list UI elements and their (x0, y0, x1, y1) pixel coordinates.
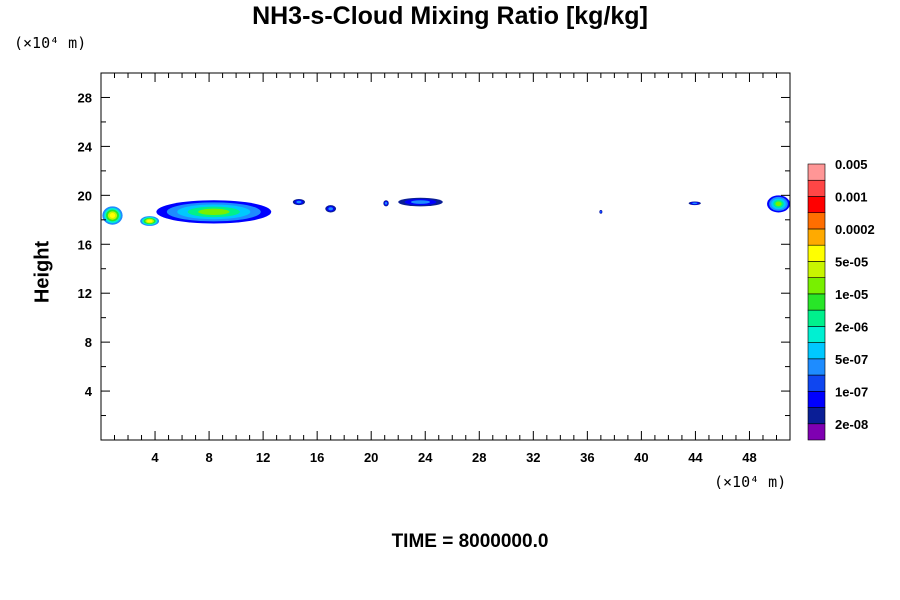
x-tick-label-44: 44 (688, 450, 703, 465)
colorbar-swatch-14 (807, 196, 826, 214)
colorbar-swatch-4 (807, 358, 826, 376)
colorbar-label-7: 0.001 (835, 189, 868, 204)
colorbar-label-5: 5e-05 (835, 254, 868, 269)
colorbar-label-3: 2e-06 (835, 319, 868, 334)
x-tick-label-16: 16 (310, 450, 324, 465)
plot-frame (100, 72, 791, 441)
x-unit-label: (×10⁴ m) (714, 473, 787, 491)
colorbar-swatch-1 (807, 407, 826, 425)
colorbar-swatch-16 (807, 163, 826, 181)
colorbar-label-6: 0.0002 (835, 222, 875, 237)
colorbar-label-0: 2e-08 (835, 417, 868, 432)
y-tick-label-12: 12 (78, 286, 92, 301)
y-tick-label-28: 28 (78, 90, 92, 105)
colorbar-swatch-3 (807, 374, 826, 392)
y-tick-label-16: 16 (78, 237, 92, 252)
time-label: TIME = 8000000.0 (391, 531, 549, 552)
y-tick-label-8: 8 (85, 335, 92, 350)
cloud-region-4-layer-2 (328, 207, 333, 211)
colorbar-swatch-11 (807, 244, 826, 262)
colorbar-swatch-8 (807, 293, 826, 311)
cloud-region-9-layer-2 (600, 211, 602, 213)
colorbar-swatch-6 (807, 326, 826, 343)
cloud-region-2-layer-4 (198, 208, 230, 216)
x-tick-label-20: 20 (364, 450, 378, 465)
x-tick-label-28: 28 (472, 450, 486, 465)
x-tick-label-24: 24 (418, 450, 433, 465)
colorbar-label-2: 5e-07 (835, 352, 868, 367)
colorbar-swatch-15 (807, 179, 826, 197)
y-tick-label-4: 4 (85, 384, 93, 399)
chart-title: NH3-s-Cloud Mixing Ratio [kg/kg] (252, 2, 648, 30)
colorbar-swatch-7 (807, 309, 826, 327)
cloud-region-7-layer-4 (775, 201, 782, 207)
cloud-region-6-layer-2 (410, 200, 431, 204)
colorbar-swatch-5 (807, 342, 826, 360)
cloud-region-3-layer-2 (296, 200, 302, 204)
y-tick-label-24: 24 (78, 139, 93, 154)
colorbar-label-8: 0.005 (835, 157, 868, 172)
colorbar-swatch-9 (807, 277, 826, 295)
x-tick-label-40: 40 (634, 450, 648, 465)
x-tick-label-8: 8 (205, 450, 212, 465)
y-unit-label: (×10⁴ m) (14, 34, 87, 52)
cloud-region-5-layer-2 (384, 201, 388, 205)
colorbar-swatch-10 (807, 261, 826, 278)
x-tick-label-32: 32 (526, 450, 540, 465)
x-tick-label-36: 36 (580, 450, 594, 465)
colorbar-swatch-2 (807, 390, 826, 408)
colorbar-swatch-0 (807, 423, 826, 441)
colorbar-label-1: 1e-07 (835, 384, 868, 399)
colorbar-swatch-12 (807, 228, 826, 246)
y-tick-label-20: 20 (78, 188, 92, 203)
x-tick-label-12: 12 (256, 450, 270, 465)
x-tick-label-4: 4 (151, 450, 159, 465)
colorbar-label-4: 1e-05 (835, 287, 868, 302)
cloud-region-8-layer-2 (692, 202, 698, 205)
cloud-region-0-layer-4 (109, 213, 116, 219)
cloud-region-1-layer-4 (147, 219, 153, 223)
x-tick-label-48: 48 (742, 450, 756, 465)
colorbar-swatch-13 (807, 212, 826, 230)
